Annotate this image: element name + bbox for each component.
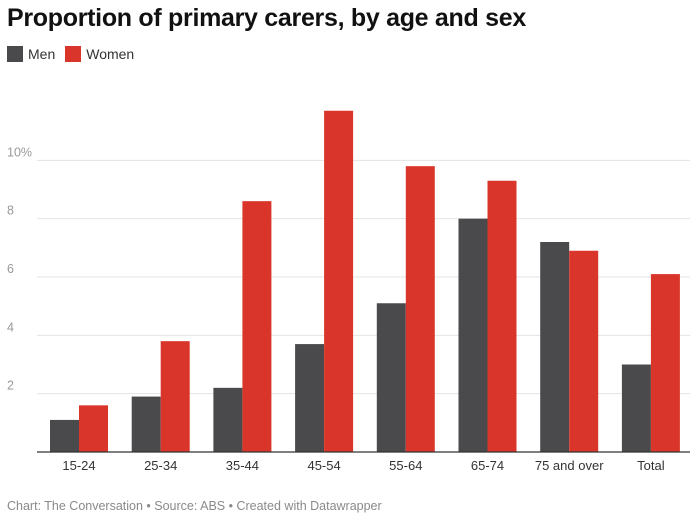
bar-women [650, 274, 680, 452]
bar-men [458, 218, 488, 452]
bar-women [569, 250, 599, 452]
chart-footer: Chart: The Conversation • Source: ABS • … [7, 499, 382, 513]
legend: Men Women [7, 46, 144, 62]
x-tick-label: 55-64 [389, 458, 422, 473]
bar-women [487, 180, 517, 452]
bar-men [50, 419, 79, 452]
x-tick-label: 45-54 [307, 458, 340, 473]
y-tick-label: 6 [7, 262, 14, 276]
bar-men [621, 364, 651, 452]
legend-label-men: Men [28, 46, 56, 62]
legend-label-women: Women [86, 46, 135, 62]
bar-women [79, 405, 108, 452]
legend-swatch-men [7, 46, 23, 62]
x-tick-label: 65-74 [471, 458, 504, 473]
bar-men [540, 242, 570, 452]
x-tick-label: Total [637, 458, 665, 473]
x-tick-label: 25-34 [144, 458, 177, 473]
x-tick-label: 15-24 [62, 458, 95, 473]
bar-women [324, 110, 354, 452]
legend-swatch-women [65, 46, 82, 62]
y-tick-label: 8 [7, 204, 14, 218]
y-tick-label: 2 [7, 379, 14, 393]
y-tick-label: 10% [7, 145, 32, 159]
bar-men [213, 387, 243, 452]
bar-women [405, 166, 435, 452]
legend-item-women: Women [65, 46, 134, 62]
bar-women [160, 341, 190, 452]
chart-title: Proportion of primary carers, by age and… [7, 4, 526, 32]
bar-men [376, 303, 406, 452]
x-tick-label: 75 and over [535, 458, 604, 473]
bar-men [131, 396, 161, 452]
legend-item-men: Men [7, 46, 55, 62]
bar-men [295, 344, 325, 452]
y-tick-label: 4 [7, 320, 14, 334]
x-tick-label: 35-44 [226, 458, 259, 473]
bar-women [242, 201, 272, 452]
